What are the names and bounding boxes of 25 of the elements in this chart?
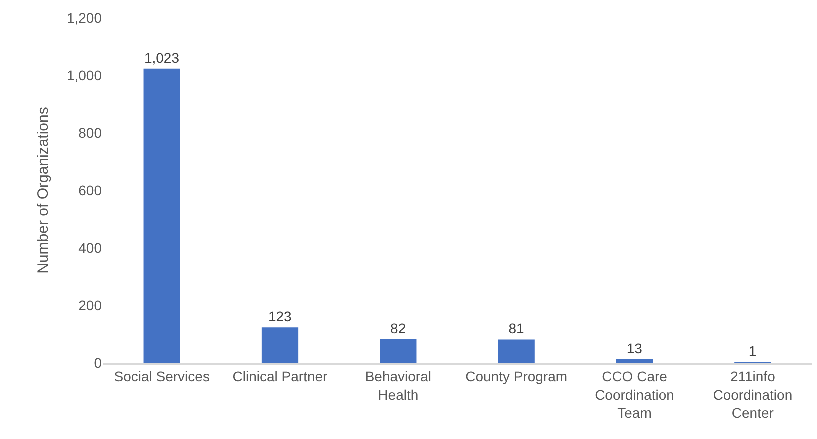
- bar: [616, 359, 654, 363]
- bar: [262, 328, 299, 363]
- y-axis-title: Number of Organizations: [35, 107, 52, 274]
- bar: [498, 340, 535, 363]
- bar: [144, 68, 180, 363]
- x-tick-label: County Program: [466, 368, 568, 385]
- data-label: 1: [748, 343, 757, 359]
- data-label: 81: [508, 320, 524, 337]
- x-tick-label: Clinical Partner: [232, 368, 328, 385]
- y-tick-label: 1,200: [66, 10, 102, 26]
- y-tick-label: 800: [78, 124, 102, 141]
- bar: [380, 339, 417, 363]
- x-tick-label: 211info Coordination Center: [713, 368, 793, 421]
- y-tick-label: 200: [78, 297, 102, 314]
- data-label: 13: [626, 340, 643, 356]
- y-tick-label: 0: [94, 354, 102, 371]
- x-tick-label: Behavioral Health: [365, 368, 432, 403]
- x-tick-label: CCO Care Coordination Team: [595, 368, 674, 421]
- data-label: 82: [390, 320, 406, 336]
- x-tick-label: Social Services: [114, 368, 210, 385]
- y-tick-label: 400: [78, 240, 102, 256]
- y-tick-label: 600: [78, 182, 102, 198]
- data-label: 123: [268, 308, 292, 325]
- data-label: 1,023: [144, 50, 180, 66]
- y-tick-label: 1,000: [66, 67, 102, 84]
